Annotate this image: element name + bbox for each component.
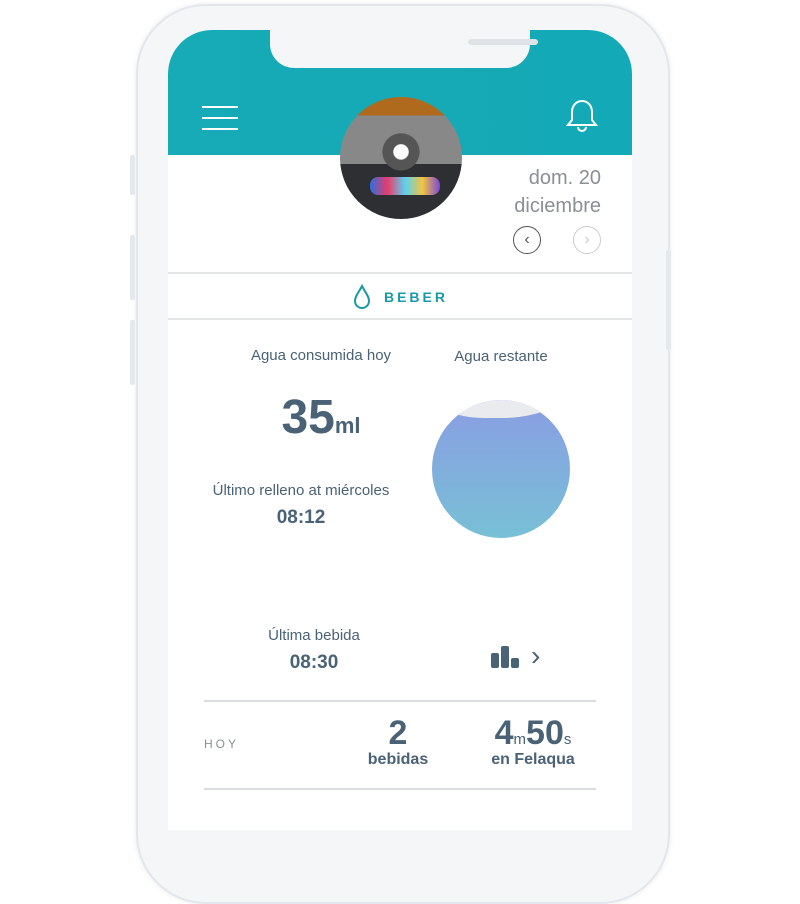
- consumed-label: Agua consumida hoy: [250, 347, 392, 364]
- side-button: [130, 320, 135, 385]
- last-drink-time: 08:30: [289, 652, 339, 673]
- water-level-gauge: [432, 400, 570, 538]
- bell-icon[interactable]: [565, 98, 599, 139]
- app-screen: dom. 20 diciembre ‹ › BEBER Agua consumi…: [168, 30, 632, 830]
- tab-beber[interactable]: BEBER: [168, 274, 632, 320]
- drinks-count: 2: [388, 714, 408, 752]
- chevron-right-icon: ›: [531, 640, 541, 671]
- divider: [168, 318, 632, 320]
- divider: [204, 788, 596, 790]
- remaining-label: Agua restante: [454, 348, 548, 365]
- bar-chart-icon: [491, 646, 519, 668]
- notch: [270, 30, 538, 68]
- history-button[interactable]: ›: [491, 640, 540, 672]
- time-label: en Felaqua: [491, 751, 575, 768]
- avatar[interactable]: [340, 97, 462, 219]
- consumed-number: 35: [281, 391, 335, 444]
- refill-time: 08:12: [276, 507, 326, 528]
- divider: [168, 272, 632, 274]
- next-day-button[interactable]: ›: [573, 226, 601, 254]
- today-label: HOY: [204, 737, 240, 751]
- date-month: diciembre: [514, 195, 601, 217]
- date-display: dom. 20 diciembre: [514, 164, 601, 220]
- consumed-value: 35ml: [218, 390, 424, 445]
- drinks-label: bebidas: [367, 751, 429, 768]
- tab-label: BEBER: [383, 289, 448, 305]
- side-button: [666, 250, 671, 350]
- side-button: [130, 155, 135, 195]
- divider: [204, 700, 596, 702]
- time-in-app: 4m50s: [494, 714, 572, 752]
- date-day: dom. 20: [528, 167, 601, 189]
- side-button: [130, 235, 135, 300]
- hamburger-icon[interactable]: [202, 106, 238, 132]
- consumed-unit: ml: [334, 413, 361, 438]
- last-drink-label: Última bebida: [268, 627, 360, 644]
- water-drop-icon: [353, 284, 370, 309]
- refill-label: Último relleno at miércoles: [212, 482, 390, 499]
- prev-day-button[interactable]: ‹: [513, 226, 541, 254]
